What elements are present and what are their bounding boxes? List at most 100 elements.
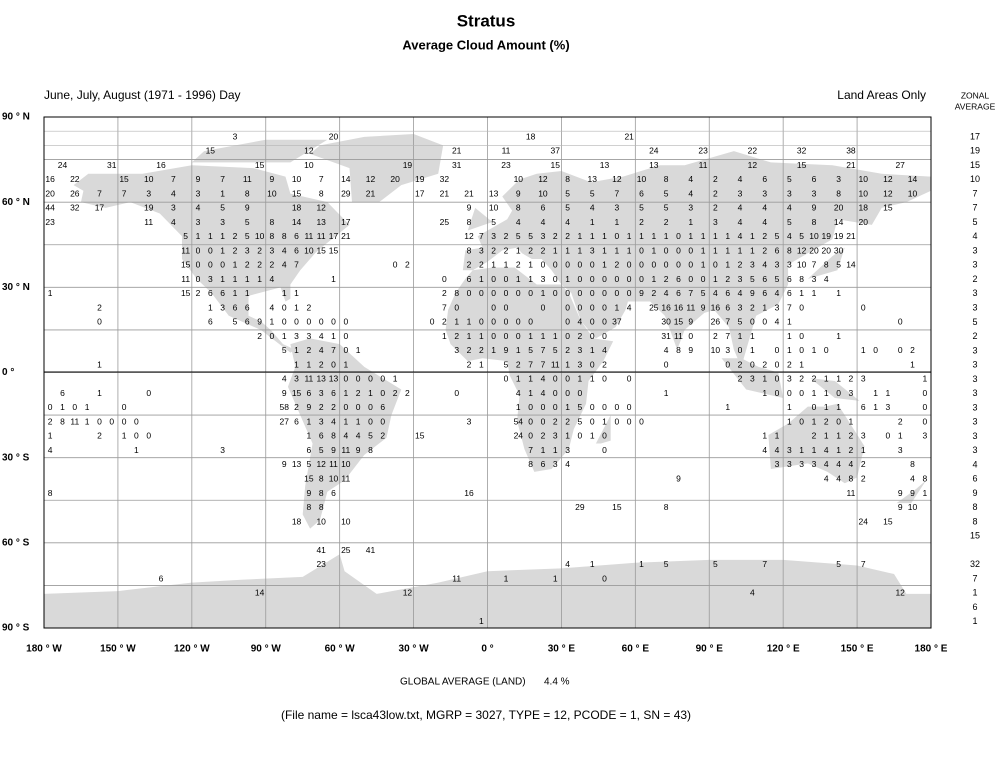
cell-value: 7 bbox=[541, 359, 546, 369]
cell-value: 10 bbox=[514, 174, 524, 184]
cell-value: 0 bbox=[528, 402, 533, 412]
cell-value: 5 bbox=[516, 231, 521, 241]
cell-value: 26 bbox=[70, 188, 80, 198]
cell-value: 0 bbox=[553, 374, 558, 384]
cell-value: 29 bbox=[341, 188, 351, 198]
cell-value: 7 bbox=[220, 174, 225, 184]
cell-value: 9 bbox=[676, 473, 681, 483]
cell-value: 18 bbox=[526, 131, 536, 141]
cell-value: 1 bbox=[836, 331, 841, 341]
cell-value: 5 bbox=[578, 416, 583, 426]
cell-value: 3 bbox=[922, 431, 927, 441]
cell-value: 4 bbox=[824, 445, 829, 455]
cell-value: 4 bbox=[171, 217, 176, 227]
cell-value: 13 bbox=[587, 174, 597, 184]
cell-value: 13 bbox=[649, 160, 659, 170]
cell-value: 2 bbox=[257, 331, 262, 341]
cell-value: 3 bbox=[799, 459, 804, 469]
cell-value: 19 bbox=[415, 174, 425, 184]
cell-value: 1 bbox=[578, 245, 583, 255]
lon-label: 0 ° bbox=[481, 644, 493, 655]
cell-value: 31 bbox=[661, 331, 671, 341]
cell-value: 4 bbox=[602, 345, 607, 355]
cell-value: 1 bbox=[799, 359, 804, 369]
cell-value: 3 bbox=[725, 345, 730, 355]
cell-value: 2 bbox=[442, 288, 447, 298]
cell-value: 8 bbox=[836, 188, 841, 198]
cell-value: 1 bbox=[725, 231, 730, 241]
cell-value: 3 bbox=[578, 345, 583, 355]
land-area bbox=[810, 378, 860, 401]
cell-value: 12 bbox=[316, 203, 326, 213]
cell-value: 5 bbox=[836, 260, 841, 270]
cell-value: 0 bbox=[97, 416, 102, 426]
cell-value: 4 bbox=[319, 331, 324, 341]
cell-value: 2 bbox=[479, 345, 484, 355]
cell-value: 0 bbox=[380, 388, 385, 398]
cell-value: 1 bbox=[639, 559, 644, 569]
cell-value: 1 bbox=[651, 231, 656, 241]
cell-value: 0 bbox=[553, 402, 558, 412]
cell-value: 23 bbox=[45, 217, 55, 227]
zonal-average: 4 bbox=[972, 231, 977, 241]
cell-value: 9 bbox=[257, 317, 262, 327]
lat-label: 60 ° N bbox=[2, 197, 30, 208]
cell-value: 0 bbox=[196, 274, 201, 284]
cell-value: 7 bbox=[171, 174, 176, 184]
cell-value: 24 bbox=[649, 146, 659, 156]
cell-value: 0 bbox=[713, 260, 718, 270]
cell-value: 2 bbox=[812, 431, 817, 441]
cell-value: 2 bbox=[319, 359, 324, 369]
cell-value: 3 bbox=[775, 302, 780, 312]
cell-value: 2 bbox=[479, 260, 484, 270]
cell-value: 3 bbox=[738, 188, 743, 198]
cell-value: 1 bbox=[639, 231, 644, 241]
cell-value: 0 bbox=[516, 288, 521, 298]
cell-value: 1 bbox=[664, 388, 669, 398]
cell-value: 2 bbox=[824, 416, 829, 426]
cell-value: 7 bbox=[442, 302, 447, 312]
cell-value: 1 bbox=[233, 260, 238, 270]
cell-value: 0 bbox=[541, 260, 546, 270]
cell-value: 8 bbox=[787, 245, 792, 255]
cell-value: 0 bbox=[775, 374, 780, 384]
cell-value: 2 bbox=[849, 445, 854, 455]
cell-value: 5 bbox=[787, 217, 792, 227]
cell-value: 2 bbox=[565, 416, 570, 426]
cell-value: 1 bbox=[614, 302, 619, 312]
cell-value: 23 bbox=[316, 559, 326, 569]
cell-value: 1 bbox=[270, 317, 275, 327]
cell-value: 6 bbox=[762, 288, 767, 298]
cell-value: 10 bbox=[809, 231, 819, 241]
cell-value: 1 bbox=[824, 374, 829, 384]
cell-value: 6 bbox=[159, 573, 164, 583]
cell-value: 11 bbox=[70, 416, 79, 426]
cell-value: 3 bbox=[738, 274, 743, 284]
lon-label: 120 ° W bbox=[174, 644, 210, 655]
cell-value: 0 bbox=[553, 288, 558, 298]
cell-value: 0 bbox=[343, 317, 348, 327]
cell-value: 0 bbox=[701, 274, 706, 284]
cell-value: 2 bbox=[516, 260, 521, 270]
cell-value: 26 bbox=[711, 317, 721, 327]
cell-value: 2 bbox=[233, 231, 238, 241]
cell-value: 1 bbox=[565, 274, 570, 284]
cell-value: 2 bbox=[799, 374, 804, 384]
cell-value: 3 bbox=[898, 445, 903, 455]
cell-value: 13 bbox=[489, 188, 499, 198]
cell-value: 12 bbox=[748, 160, 758, 170]
cell-value: 0 bbox=[553, 260, 558, 270]
cell-value: 0 bbox=[146, 431, 151, 441]
cell-value: 6 bbox=[725, 288, 730, 298]
cell-value: 6 bbox=[787, 274, 792, 284]
land-area bbox=[768, 403, 865, 484]
cell-value: 9 bbox=[282, 388, 287, 398]
cell-value: 2 bbox=[356, 388, 361, 398]
cell-value: 6 bbox=[331, 488, 336, 498]
cell-value: 6 bbox=[319, 431, 324, 441]
cell-value: 0 bbox=[368, 374, 373, 384]
cell-value: 6 bbox=[775, 245, 780, 255]
cell-value: 1 bbox=[738, 331, 743, 341]
cell-value: 0 bbox=[590, 274, 595, 284]
land-area bbox=[896, 480, 927, 504]
